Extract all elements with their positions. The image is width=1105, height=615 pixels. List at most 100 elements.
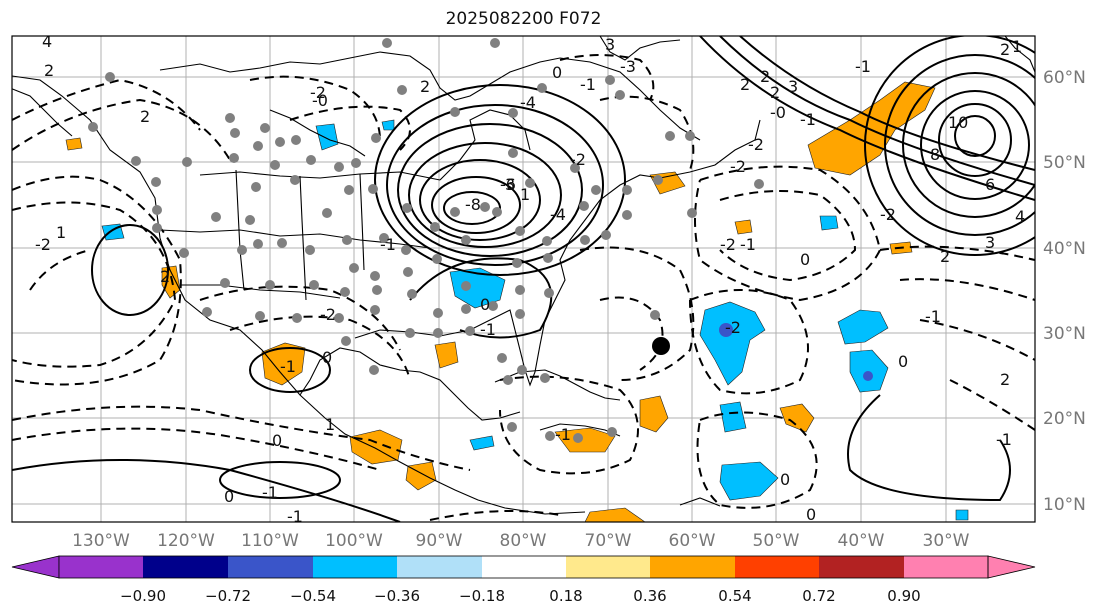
shade-positive [584, 507, 646, 522]
contour-label: -2 [730, 157, 746, 176]
shade-positive [639, 395, 669, 433]
contour-label: 2 [420, 77, 430, 96]
shade-negative [837, 309, 889, 345]
shade-negative-core [719, 323, 733, 337]
contour-label: -0 [770, 103, 786, 122]
contour-label: -2 [570, 150, 586, 169]
colorbar-segment [397, 556, 482, 578]
colorbar-outline [58, 555, 989, 579]
contour-label: -1 [925, 307, 941, 326]
lon-label: 120°W [157, 531, 215, 551]
shade-positive [261, 342, 306, 386]
colorbar-segment [143, 556, 228, 578]
lon-label: 70°W [585, 531, 632, 551]
colorbar-segment [819, 556, 904, 578]
lon-label: 110°W [241, 531, 299, 551]
contour-label: 3 [985, 233, 995, 252]
colorbar-tick-label: 0.18 [549, 587, 582, 605]
contour-label: -2 [35, 235, 51, 254]
shade-negative [849, 349, 889, 393]
contour-label: 2 [740, 75, 750, 94]
contour-label: 3 [505, 175, 515, 194]
colorbar-extend-high [987, 555, 1036, 579]
lon-label: 60°W [669, 531, 716, 551]
contour-label: 0 [898, 352, 908, 371]
contour-label: 0 [552, 63, 562, 82]
contour-label: 4 [1015, 207, 1025, 226]
contour-label: -4 [550, 205, 566, 224]
colorbar [11, 555, 1036, 579]
colorbar-segment [482, 556, 566, 578]
contour-label: -3 [620, 57, 636, 76]
map-border [11, 35, 1036, 523]
contour-label: 8 [930, 145, 940, 164]
colorbar-segment [904, 556, 988, 578]
lon-label: 30°W [923, 531, 970, 551]
colorbar-tick-label: −0.36 [374, 587, 420, 605]
contour-label: -8 [465, 195, 481, 214]
shade-negative [719, 461, 779, 501]
shade-negative [449, 267, 506, 309]
storm-marker [652, 337, 670, 355]
colorbar-segment [566, 556, 650, 578]
colorbar-tick-label: −0.90 [120, 587, 166, 605]
shade-negative [819, 215, 839, 231]
lon-label: 130°W [72, 531, 130, 551]
colorbar-tick-label: −0.18 [459, 587, 505, 605]
colorbar-segment [228, 556, 313, 578]
contour-label: -4 [520, 93, 536, 112]
contour-label: 2 [1000, 370, 1010, 389]
contour-label: -1 [555, 425, 571, 444]
colorbar-segment [735, 556, 819, 578]
contour-label: 0 [806, 505, 816, 524]
contour-label: 2 [44, 61, 54, 80]
lon-label: 100°W [325, 531, 383, 551]
contour-label: 2 [140, 107, 150, 126]
shade-positive [434, 341, 459, 369]
lat-label: 10°N [1043, 495, 1086, 515]
lat-label: 30°N [1043, 324, 1086, 344]
colorbar-segment [313, 556, 397, 578]
colorbar-tick-label: 0.72 [802, 587, 835, 605]
map-title: 2025082200 F072 [445, 9, 602, 29]
contour-label: 4 [42, 32, 52, 51]
lon-label: 80°W [500, 531, 547, 551]
contour-label: 10 [948, 113, 968, 132]
contour-label: 1 [1012, 37, 1022, 56]
shade-positive [779, 403, 815, 433]
contour-label: 2 [160, 267, 170, 286]
contour-label: 3 [605, 35, 615, 54]
shade-negative [719, 401, 747, 433]
lat-label: 50°N [1043, 153, 1086, 173]
contour-label: -2 [720, 235, 736, 254]
shade-positive [734, 219, 753, 235]
contour-label: 1 [56, 223, 66, 242]
contour-label: -1 [287, 507, 303, 526]
shade-positive [65, 137, 83, 151]
shade-positive [554, 427, 616, 453]
colorbar-tick-label: −0.72 [205, 587, 251, 605]
colorbar-segment [650, 556, 735, 578]
colorbar-tick-label: −0.54 [290, 587, 336, 605]
contour-label: 0 [322, 348, 332, 367]
contour-label: 2 [770, 83, 780, 102]
contour-label: -2 [310, 83, 326, 102]
contour-label: -2 [320, 305, 336, 324]
contour-label: -2 [725, 318, 741, 337]
contour-label: -0 [312, 91, 328, 110]
shade-negative-core [863, 371, 873, 381]
lon-label: 40°W [838, 531, 885, 551]
contour-label: 6 [985, 175, 995, 194]
shade-negative [469, 435, 495, 451]
colorbar-extend-low [11, 555, 60, 579]
colorbar-tick-label: 0.90 [887, 587, 920, 605]
contour-label: -1 [740, 235, 756, 254]
station-dots [88, 38, 764, 443]
colorbar-tick-label: 0.54 [718, 587, 751, 605]
contour-label: 0 [272, 431, 282, 450]
contour-label: -1 [855, 57, 871, 76]
colorbar-tick-label: 0.36 [633, 587, 666, 605]
contour-label: 0 [800, 250, 810, 269]
shade-negative [699, 301, 766, 386]
